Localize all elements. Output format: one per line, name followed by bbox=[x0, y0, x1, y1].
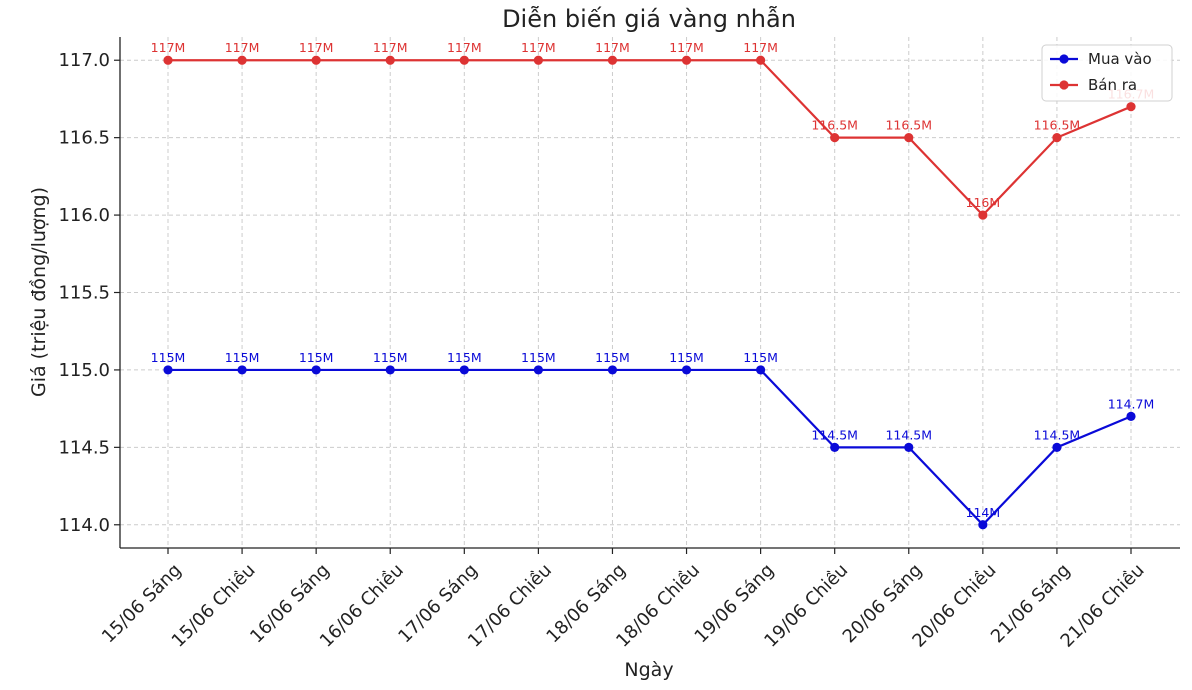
data-label: 115M bbox=[447, 350, 482, 365]
data-point bbox=[607, 365, 618, 375]
data-label: 117M bbox=[595, 40, 630, 55]
data-point bbox=[237, 55, 247, 65]
grid-lines bbox=[120, 37, 1180, 548]
y-tick-label: 115.0 bbox=[58, 360, 110, 381]
data-point bbox=[163, 55, 173, 65]
chart-title: Diễn biến giá vàng nhẫn bbox=[502, 4, 796, 33]
axes bbox=[119, 37, 1180, 549]
data-point bbox=[163, 365, 173, 375]
legend-label: Bán ra bbox=[1088, 76, 1137, 94]
series-ban-ra: 117M 117M 117M 117M 117M 117M 117M 117M 117M 116.… bbox=[151, 40, 1154, 220]
data-label: 117M bbox=[151, 40, 186, 55]
y-tick-label: 116.5 bbox=[58, 128, 110, 149]
data-label: 117M bbox=[225, 40, 260, 55]
data-label: 114M bbox=[966, 505, 1001, 520]
series-line bbox=[168, 59, 1132, 217]
data-point bbox=[830, 133, 840, 143]
legend-item: Bán ra bbox=[1050, 76, 1137, 94]
data-point bbox=[533, 365, 543, 375]
data-point bbox=[1126, 102, 1136, 112]
data-point bbox=[385, 365, 395, 375]
y-axis-ticks: 114.0 114.5 115.0 115.5 116.0 116.5 117.0 bbox=[58, 50, 120, 536]
data-point bbox=[1052, 133, 1062, 143]
y-tick-label: 116.0 bbox=[58, 205, 110, 226]
series-line bbox=[168, 368, 1132, 527]
data-point bbox=[459, 365, 469, 375]
data-label: 117M bbox=[373, 40, 408, 55]
data-label: 115M bbox=[299, 350, 334, 365]
legend-marker bbox=[1059, 54, 1069, 64]
legend-item: Mua vào bbox=[1050, 50, 1152, 68]
data-label: 117M bbox=[447, 40, 482, 55]
data-label: 114.5M bbox=[1034, 427, 1081, 442]
data-label: 115M bbox=[151, 350, 186, 365]
legend: Mua vào Bán ra bbox=[1041, 44, 1173, 102]
data-label: 117M bbox=[521, 40, 556, 55]
data-point bbox=[756, 365, 766, 375]
y-axis-label: Giá (triệu đồng/lượng) bbox=[28, 187, 50, 397]
data-point bbox=[681, 365, 692, 375]
data-point bbox=[830, 442, 840, 452]
data-label: 115M bbox=[521, 350, 556, 365]
y-tick-label: 114.0 bbox=[58, 515, 110, 536]
y-tick-label: 117.0 bbox=[58, 50, 110, 71]
data-label: 114.7M bbox=[1108, 396, 1155, 411]
data-point bbox=[385, 55, 395, 65]
data-point bbox=[978, 210, 988, 220]
data-label: 115M bbox=[669, 350, 704, 365]
data-label: 114.5M bbox=[811, 427, 858, 442]
data-point bbox=[459, 55, 469, 65]
series-mua-vao: 115M 115M 115M 115M 115M 115M 115M 115M 115M 114.… bbox=[151, 350, 1155, 530]
data-point bbox=[1126, 411, 1136, 421]
data-point bbox=[756, 55, 766, 65]
data-label: 115M bbox=[373, 350, 408, 365]
y-tick-label: 115.5 bbox=[58, 283, 110, 304]
data-label: 114.5M bbox=[885, 427, 932, 442]
data-point bbox=[533, 55, 543, 65]
data-point bbox=[311, 55, 321, 65]
data-label: 117M bbox=[669, 40, 704, 55]
data-label: 117M bbox=[299, 40, 334, 55]
data-point bbox=[237, 365, 247, 375]
data-label: 116.5M bbox=[885, 118, 932, 133]
legend-marker bbox=[1059, 80, 1069, 90]
data-point bbox=[681, 55, 692, 65]
x-axis-label: Ngày bbox=[624, 659, 673, 681]
data-point bbox=[904, 133, 914, 143]
data-label: 115M bbox=[225, 350, 260, 365]
data-label: 115M bbox=[595, 350, 630, 365]
data-point bbox=[904, 442, 914, 452]
data-label: 116M bbox=[966, 195, 1001, 210]
legend-label: Mua vào bbox=[1088, 50, 1152, 68]
data-point bbox=[1052, 442, 1062, 452]
data-point bbox=[607, 55, 618, 65]
series-group: 115M 115M 115M 115M 115M 115M 115M 115M 115M 114.… bbox=[151, 40, 1155, 530]
data-label: 115M bbox=[743, 350, 778, 365]
data-point bbox=[978, 520, 988, 530]
data-label: 116.5M bbox=[1034, 118, 1081, 133]
data-label: 116.5M bbox=[811, 118, 858, 133]
data-point bbox=[311, 365, 321, 375]
data-label: 117M bbox=[743, 40, 778, 55]
y-tick-label: 114.5 bbox=[58, 437, 110, 458]
